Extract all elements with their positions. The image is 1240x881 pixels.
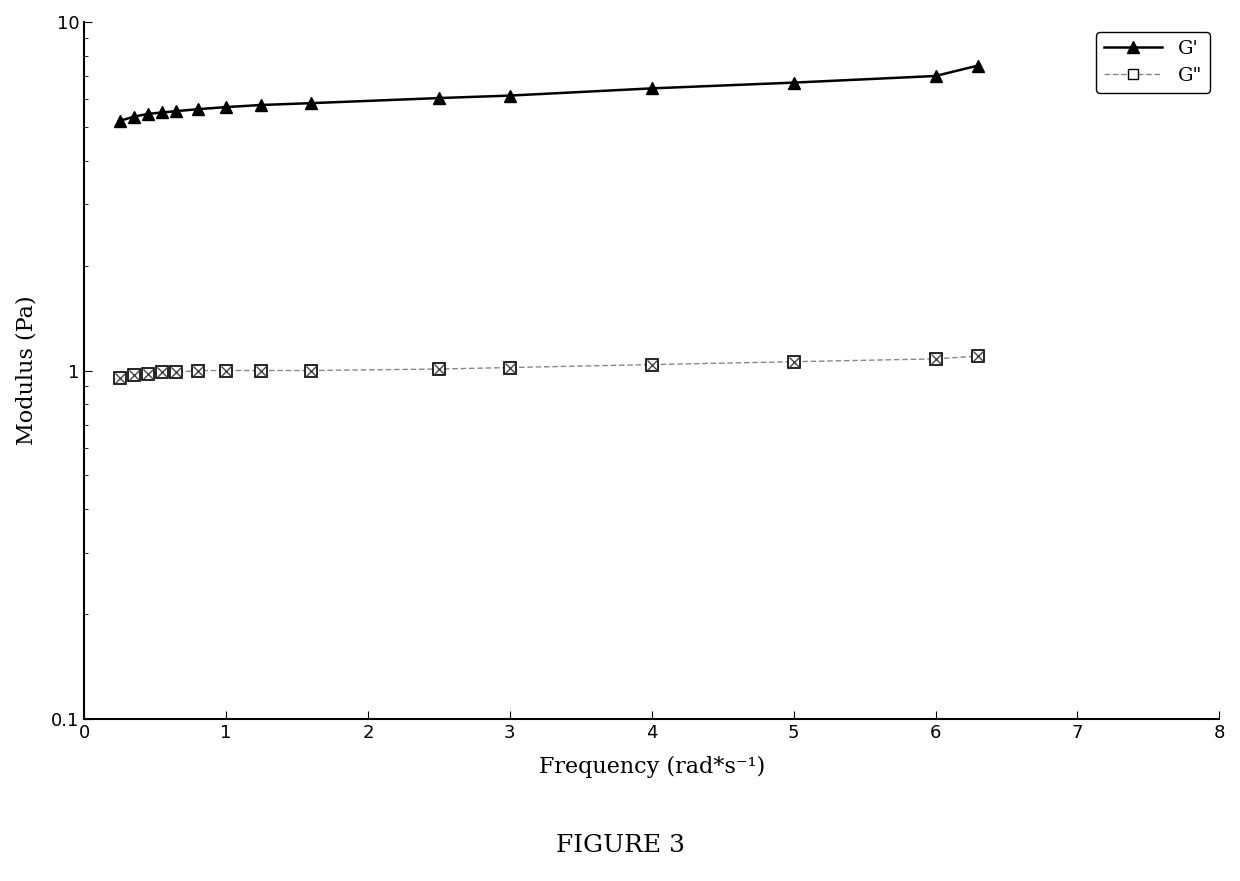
Legend: G', G": G', G" xyxy=(1096,32,1209,93)
X-axis label: Frequency (rad*s⁻¹): Frequency (rad*s⁻¹) xyxy=(538,756,765,778)
Text: FIGURE 3: FIGURE 3 xyxy=(556,834,684,857)
Y-axis label: Modulus (Pa): Modulus (Pa) xyxy=(15,296,37,445)
